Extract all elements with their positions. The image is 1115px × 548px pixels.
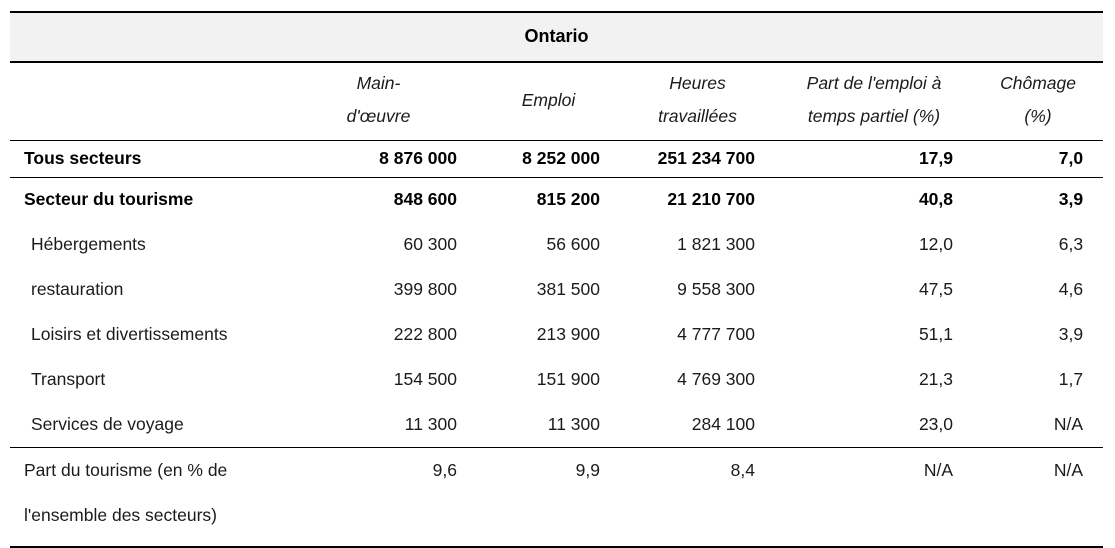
column-header-emploi: Emploi	[477, 62, 620, 141]
column-header-main-doeuvre: Main- d'œuvre	[280, 62, 477, 141]
cell-chomage: N/A	[973, 401, 1104, 448]
table-row-part-du-tourisme: Part du tourisme (en % de l'ensemble des…	[10, 447, 1104, 548]
cell-main-doeuvre: 848 600	[393, 188, 457, 209]
row-label: Part du tourisme (en % de l'ensemble des…	[10, 447, 280, 548]
row-label: Loisirs et divertissements	[31, 323, 228, 344]
cell-heures: 8,4	[620, 447, 775, 548]
row-label: Transport	[31, 368, 106, 389]
cell-chomage: 7,0	[973, 140, 1104, 178]
cell-chomage: 4,6	[1058, 278, 1084, 299]
row-label: Tous secteurs	[10, 140, 280, 178]
row-label: Hébergements	[31, 233, 146, 254]
cell-temps-partiel: 40,8	[918, 188, 953, 209]
column-header-part-emploi-temps-partiel: Part de l'emploi à temps partiel (%)	[775, 62, 973, 141]
cell-emploi: 381 500	[536, 278, 600, 299]
column-header-empty	[10, 62, 280, 141]
table-row-services-voyage: Services de voyage 11 300 11 300 284 100…	[10, 401, 1104, 448]
table-row-tous-secteurs: Tous secteurs 8 876 000 8 252 000 251 23…	[10, 140, 1104, 178]
cell-heures: 4 777 700	[677, 323, 755, 344]
row-label: restauration	[31, 278, 124, 299]
table-row-secteur-tourisme: Secteur du tourisme 848 600 815 200 21 2…	[10, 177, 1103, 222]
cell-emploi: 213 900	[536, 323, 600, 344]
cell-chomage: 3,9	[1058, 323, 1084, 344]
cell-emploi: 815 200	[536, 188, 600, 209]
cell-heures: 251 234 700	[620, 140, 775, 178]
cell-temps-partiel: 17,9	[775, 140, 973, 178]
cell-chomage: 3,9	[1058, 188, 1084, 209]
table-row-hebergements: Hébergements 60 300 56 600 1 821 300 12,…	[10, 222, 1103, 267]
title-row: Ontario	[10, 11, 1104, 63]
cell-emploi: 151 900	[536, 368, 600, 389]
table-row-restauration: restauration 399 800 381 500 9 558 300 4…	[10, 267, 1103, 312]
cell-temps-partiel: 23,0	[775, 401, 973, 448]
cell-chomage: 6,3	[1058, 233, 1084, 254]
cell-temps-partiel: 51,1	[918, 323, 953, 344]
cell-chomage: 1,7	[1058, 368, 1084, 389]
cell-chomage: N/A	[973, 447, 1104, 548]
cell-heures: 1 821 300	[677, 233, 755, 254]
cell-main-doeuvre: 60 300	[403, 233, 457, 254]
cell-temps-partiel: 21,3	[918, 368, 953, 389]
cell-emploi: 9,9	[477, 447, 620, 548]
cell-main-doeuvre: 222 800	[393, 323, 457, 344]
cell-temps-partiel: N/A	[775, 447, 973, 548]
table-row-loisirs-divertissements: Loisirs et divertissements 222 800 213 9…	[10, 312, 1103, 357]
cell-emploi: 8 252 000	[477, 140, 620, 178]
cell-main-doeuvre: 9,6	[280, 447, 477, 548]
cell-heures: 21 210 700	[667, 188, 755, 209]
cell-main-doeuvre: 8 876 000	[280, 140, 477, 178]
row-label: Secteur du tourisme	[24, 188, 194, 209]
column-header-heures-travaillees: Heures travaillées	[620, 62, 775, 141]
row-label: Services de voyage	[10, 401, 280, 448]
cell-main-doeuvre: 399 800	[393, 278, 457, 299]
cell-heures: 4 769 300	[677, 368, 755, 389]
cell-heures: 284 100	[620, 401, 775, 448]
column-header-row: Main- d'œuvre Emploi Heures travaillées …	[10, 62, 1104, 141]
cell-main-doeuvre: 154 500	[393, 368, 457, 389]
cell-heures: 9 558 300	[677, 278, 755, 299]
cell-temps-partiel: 47,5	[918, 278, 953, 299]
cell-emploi: 11 300	[477, 401, 620, 448]
table-title: Ontario	[10, 11, 1104, 63]
cell-main-doeuvre: 11 300	[280, 401, 477, 448]
cell-temps-partiel: 12,0	[918, 233, 953, 254]
cell-emploi: 56 600	[546, 233, 600, 254]
ontario-tourism-table: Ontario Main- d'œuvre Emploi Heures trav…	[10, 11, 1104, 548]
column-header-chomage: Chômage (%)	[973, 62, 1104, 141]
table-row-transport: Transport 154 500 151 900 4 769 300 21,3…	[10, 357, 1103, 402]
